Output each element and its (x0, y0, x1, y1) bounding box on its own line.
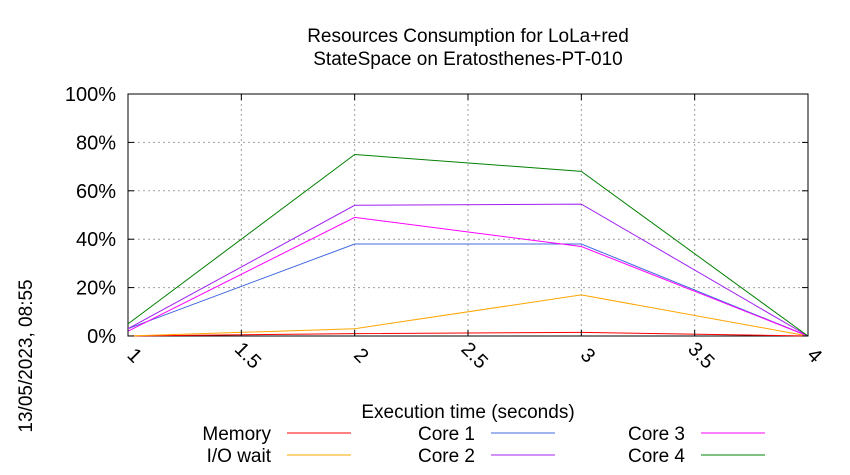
x-tick-label: 2.5 (457, 338, 492, 373)
series-line-core-3 (127, 216, 809, 337)
y-tick-label: 40% (76, 229, 116, 251)
y-tick-label: 100% (65, 84, 116, 106)
series-line-core-4 (127, 153, 809, 337)
x-tick-label: 3.5 (683, 338, 718, 373)
x-tick-label: 3 (576, 344, 599, 367)
x-tick-label: 2 (349, 344, 372, 367)
x-tick-label: 1 (123, 344, 146, 367)
y-tick-label: 0% (87, 326, 116, 348)
series-line-core-1 (127, 243, 809, 337)
y-tick-label: 20% (76, 278, 116, 300)
legend-label-core-1: Core 1 (418, 424, 475, 445)
x-axis-label: Execution time (seconds) (361, 402, 574, 423)
legend-label-core-4: Core 4 (628, 446, 685, 467)
timestamp-label: 13/05/2023, 08:55 (16, 279, 37, 432)
legend-label-core-2: Core 2 (418, 446, 475, 467)
grid-lines (128, 94, 808, 336)
legend-label-core-3: Core 3 (628, 424, 685, 445)
chart-title-line-2: StateSpace on Eratosthenes-PT-010 (313, 49, 622, 70)
x-tick-label: 1.5 (230, 338, 265, 373)
x-tick-label: 4 (803, 344, 826, 367)
y-tick-label: 80% (76, 132, 116, 154)
y-tick-label: 60% (76, 181, 116, 203)
series-line-core-2 (127, 203, 809, 337)
legend-label-memory: Memory (202, 424, 271, 445)
legend-label-i-o-wait: I/O wait (207, 446, 272, 467)
chart-title-line-1: Resources Consumption for LoLa+red (307, 26, 629, 47)
